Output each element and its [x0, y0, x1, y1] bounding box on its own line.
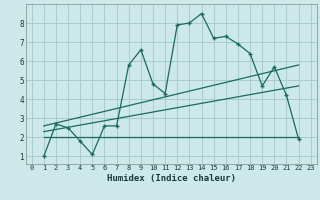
X-axis label: Humidex (Indice chaleur): Humidex (Indice chaleur): [107, 174, 236, 183]
